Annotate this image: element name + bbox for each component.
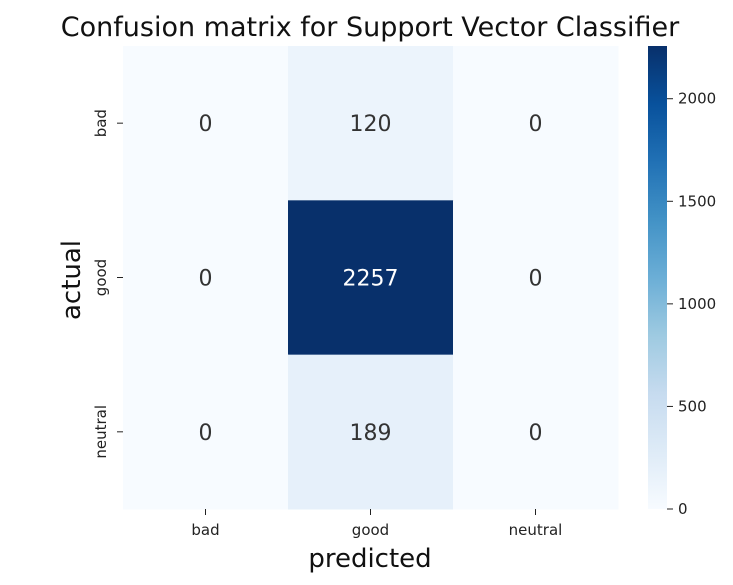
heatmap-cell [453, 200, 619, 356]
heatmap-cell [288, 200, 454, 356]
cell-value-label: 189 [350, 421, 392, 446]
heatmap-cell [123, 354, 289, 510]
y-axis-ticks: bad good neutral [92, 109, 123, 459]
y-tick-label: bad [92, 109, 110, 137]
cell-value-label: 0 [199, 266, 213, 291]
cell-value-label: 120 [350, 112, 392, 137]
colorbar-tick-label: 1000 [678, 295, 716, 313]
x-axis-label: predicted [308, 544, 431, 574]
heatmap-cell [453, 354, 619, 510]
y-axis-label: actual [57, 240, 87, 320]
heatmap-cell [288, 46, 454, 201]
cell-value-label: 2257 [343, 266, 399, 291]
x-tick-label: neutral [509, 521, 563, 539]
y-tick-label: neutral [92, 405, 110, 459]
colorbar-tick-label: 0 [678, 500, 688, 518]
x-axis-ticks: bad good neutral [191, 508, 563, 539]
colorbar-tick-label: 1500 [678, 192, 716, 210]
x-tick-label: good [352, 521, 389, 539]
cell-value-label: 0 [529, 421, 543, 446]
heatmap-cell [123, 200, 289, 356]
colorbar-tick-label: 500 [678, 397, 707, 415]
y-tick-label: good [92, 259, 110, 296]
colorbar-tick-label: 2000 [678, 90, 716, 108]
heatmap-cell [288, 354, 454, 510]
cell-value-label: 0 [529, 112, 543, 137]
colorbar [648, 46, 667, 509]
x-tick-label: bad [191, 521, 219, 539]
colorbar-ticks: 0 500 1000 1500 2000 [667, 90, 716, 518]
chart-title: Confusion matrix for Support Vector Clas… [61, 12, 680, 43]
heatmap-cells: 0 120 0 0 2257 0 0 189 0 [123, 46, 619, 510]
cell-value-label: 0 [529, 266, 543, 291]
cell-value-label: 0 [199, 421, 213, 446]
cell-value-label: 0 [199, 112, 213, 137]
heatmap-cell [453, 46, 619, 201]
heatmap-cell [123, 46, 289, 201]
